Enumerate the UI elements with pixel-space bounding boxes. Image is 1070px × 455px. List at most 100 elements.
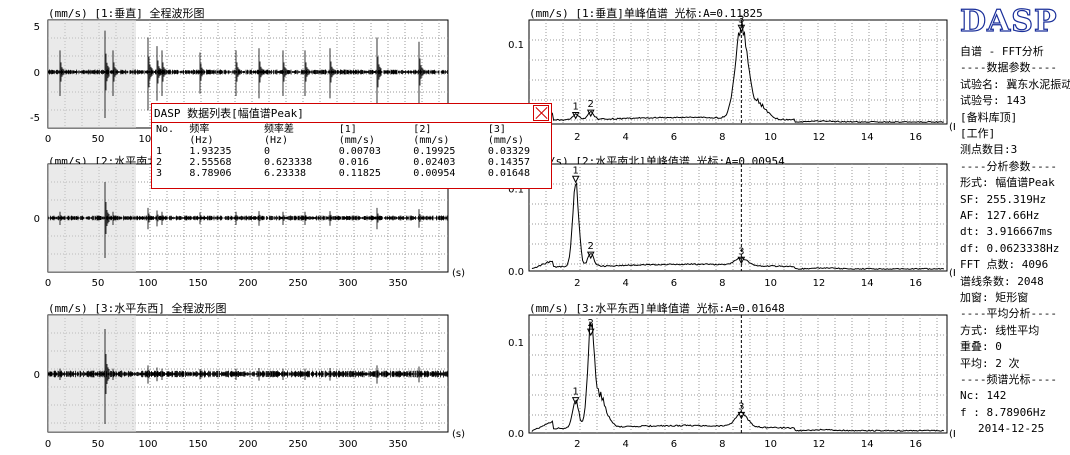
spectrum-panel-east-west[interactable]: (mm/s) [3:水平东西]单峰值谱 光标:A=0.01648 0.1 0.0 2…	[490, 295, 955, 455]
peak-marker	[737, 24, 746, 33]
table-cell: 频率	[189, 124, 210, 135]
sidebar-line: SF: 255.319Hz	[960, 192, 1047, 206]
table-cell: (mm/s)	[338, 135, 375, 146]
dasp-logo: DASP	[959, 3, 1058, 39]
x-tick-label: 14	[861, 132, 874, 143]
sidebar-line: 加窗: 矩形窗	[960, 291, 1029, 304]
table-cell: 0	[263, 146, 270, 157]
spectrum-trace	[531, 21, 945, 123]
x-tick-label: 50	[92, 134, 105, 145]
sidebar-line: FFT 点数: 4096	[960, 258, 1049, 272]
x-tick-label: 100	[138, 134, 157, 145]
table-row: 1 1.93235 0 0.00703 0.19925 0.03329	[156, 146, 551, 157]
plot-area	[528, 19, 948, 125]
x-tick-label: 350	[388, 439, 407, 450]
table-header: No. 频率 频率差 [1] [2] [3]	[156, 124, 551, 135]
table-cell: 2	[156, 157, 163, 168]
table-cell: 0.623338	[263, 157, 313, 168]
x-tick-label: 10	[764, 439, 777, 450]
x-tick-label: 0	[45, 134, 51, 145]
x-tick-label: 4	[622, 278, 628, 289]
table-cell: (Hz)	[263, 135, 289, 146]
info-sidebar: DASP 自谱 - FFT分析 ----数据参数---- 试验名: 冀东水泥振动 试验…	[958, 0, 1070, 455]
spectrum-title: (mm/s) [3:水平东西]单峰值谱 光标:A=0.01648	[529, 302, 785, 315]
spectrum-title: (mm/s) [1:垂直]单峰值谱 光标:A=0.11825	[529, 7, 763, 20]
spectrum-panel-vertical[interactable]: (mm/s) [1:垂直]单峰值谱 光标:A=0.11825 0.1 2 4 6 8 10…	[490, 0, 955, 150]
spectrum-trace	[531, 321, 945, 432]
y-tick-label: 0.0	[508, 429, 524, 440]
waveform-trace	[47, 329, 448, 424]
x-tick-label: 14	[861, 278, 874, 289]
x-tick-label: 300	[338, 278, 357, 289]
spectrum-panel-north-south[interactable]: (mm/s) [2:水平南北]单峰值谱 光标:A=0.00954 0.1 0.0 2…	[490, 150, 955, 295]
sidebar-line: ----分析参数----	[960, 159, 1057, 173]
peak-label: 3	[738, 401, 744, 412]
x-tick-label: 10	[764, 132, 777, 143]
table-cell: 0.19925	[413, 146, 456, 157]
sidebar-line: 测点数目:3	[960, 143, 1018, 157]
x-tick-label: 12	[813, 278, 826, 289]
sidebar-line: [备料库顶]	[960, 110, 1018, 124]
y-tick-label: 0	[34, 68, 40, 79]
table-cell: (mm/s)	[413, 135, 450, 146]
sidebar-line: [工作]	[960, 127, 996, 140]
x-tick-label: 4	[622, 132, 628, 143]
table-cell: 0.02403	[413, 157, 456, 168]
table-cell: 0.14357	[487, 157, 530, 168]
sidebar-line: 形式: 幅值谱Peak	[960, 176, 1055, 190]
spectrum-trace	[531, 181, 945, 271]
sidebar-line: 试验号: 143	[960, 94, 1027, 108]
waveform-panel-east-west[interactable]: (mm/s) [3:水平东西] 全程波形图 0 0 50 100 150 200 250 30…	[0, 295, 470, 455]
x-tick-label: 150	[188, 278, 207, 289]
waveform-title: (mm/s) [3:水平东西] 全程波形图	[48, 302, 227, 315]
x-tick-label: 150	[188, 439, 207, 450]
table-cell: No.	[156, 124, 175, 135]
peak-label: 2	[588, 241, 594, 252]
waveform-trace	[47, 30, 448, 118]
peak-marker	[586, 251, 595, 260]
y-tick-label: 5	[34, 22, 40, 33]
waveform-trace	[47, 182, 448, 258]
data-list-dialog[interactable]: DASP 数据列表[幅值谱Peak] No. 频率 频率差 [1] [2] [3] (Hz)…	[151, 103, 552, 189]
sidebar-line: 重叠: 0	[960, 340, 1002, 354]
table-cell: 6.23338	[263, 168, 307, 179]
peak-label: 3	[738, 14, 744, 25]
x-tick-label: 100	[138, 439, 157, 450]
x-tick-label: 6	[671, 439, 677, 450]
dialog-title: DASP 数据列表[幅值谱Peak]	[154, 107, 304, 120]
x-tick-label: 12	[813, 132, 826, 143]
table-cell: 0.01648	[487, 168, 530, 179]
x-tick-label: 2	[574, 132, 580, 143]
table-cell: 3	[156, 168, 163, 179]
y-tick-label: 0.1	[508, 40, 524, 51]
x-tick-label: 0	[45, 278, 51, 289]
table-header: (Hz) (Hz) (mm/s) (mm/s) (mm/s)	[156, 135, 551, 146]
x-tick-label: 350	[388, 278, 407, 289]
x-tick-label: 2	[574, 439, 580, 450]
close-icon[interactable]	[533, 105, 549, 121]
x-tick-label: 50	[92, 439, 105, 450]
x-tick-label: 6	[671, 132, 677, 143]
table-cell: 0.00703	[338, 146, 381, 157]
waveform-chart[interactable]: 0 0 50 100 150 200 250 300 350 (s)	[0, 295, 470, 455]
x-tick-label: 6	[671, 278, 677, 289]
peak-marker	[586, 109, 595, 118]
peak-marker	[571, 111, 580, 120]
peak-marker	[571, 397, 580, 405]
peak-marker	[586, 328, 595, 337]
table-cell: (Hz)	[189, 135, 214, 146]
sidebar-line: 自谱 - FFT分析	[960, 45, 1044, 58]
table-cell: 0.00954	[413, 168, 456, 179]
peak-label: 1	[573, 101, 579, 112]
x-tick-label: 250	[288, 439, 307, 450]
y-tick-label: 0	[34, 214, 40, 225]
peak-label: 2	[588, 99, 594, 110]
x-tick-label: 200	[238, 278, 257, 289]
x-tick-label: 8	[719, 439, 725, 450]
sidebar-line: df: 0.0623338Hz	[960, 241, 1060, 255]
table-cell: [1]	[338, 124, 357, 135]
x-unit-label: (Hz)	[949, 429, 955, 440]
